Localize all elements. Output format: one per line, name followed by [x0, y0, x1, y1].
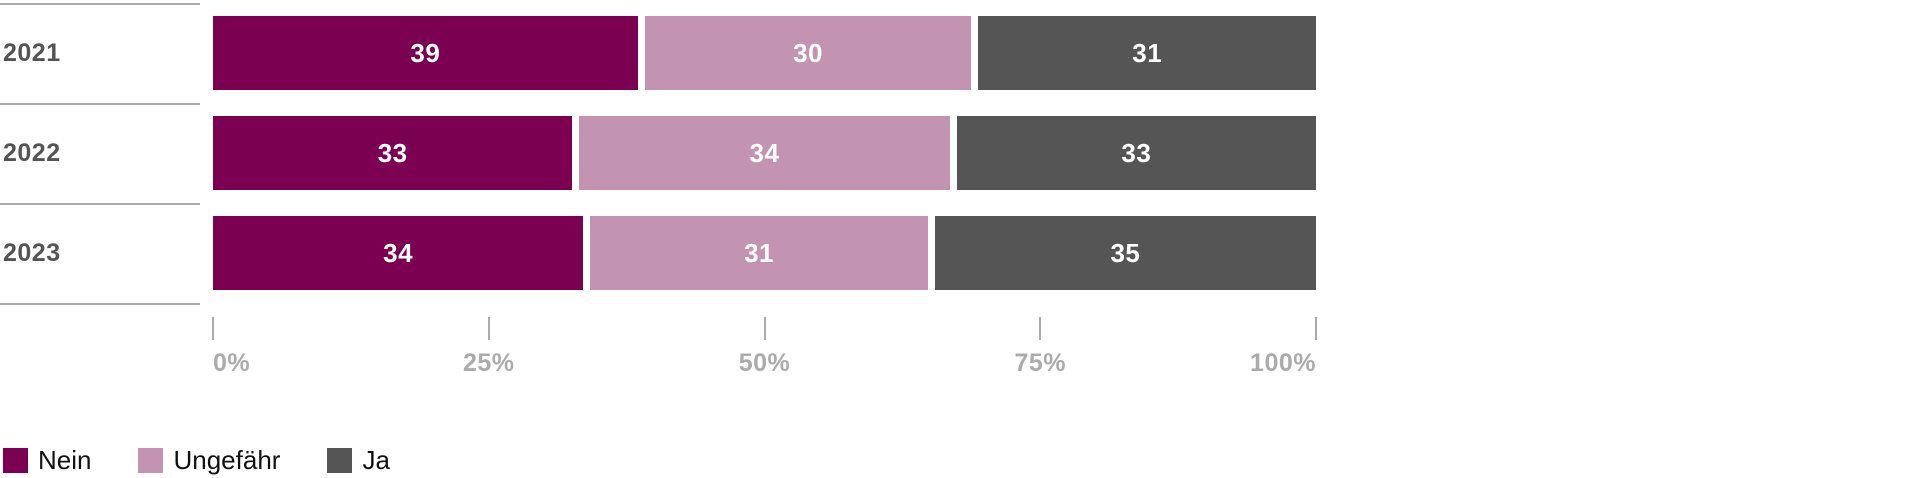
bar-segment-ungef-hr: 30	[644, 16, 972, 90]
bar-value-label: 33	[1121, 137, 1152, 168]
legend-swatch-ja	[327, 448, 353, 473]
legend-swatch-nein	[3, 448, 28, 473]
bar-value-label: 35	[1110, 237, 1141, 268]
bar-value-label: 31	[1132, 37, 1163, 68]
bar-value-label: 34	[383, 237, 414, 268]
bar-segment-nein: 33	[213, 116, 573, 190]
legend-item-nein: Nein	[3, 445, 91, 476]
bar-value-label: 34	[749, 137, 780, 168]
bar-segment-nein: 34	[213, 216, 584, 290]
legend: Nein Ungefähr Ja	[3, 445, 390, 476]
bar-track: 39 30 31	[213, 16, 1316, 90]
chart-row-2021: 2021 39 30 31	[0, 3, 1922, 103]
legend-swatch-ungef-hr	[138, 448, 164, 473]
bar-value-label: 33	[377, 137, 408, 168]
chart-row-2023: 2023 34 31 35	[0, 203, 1922, 303]
x-axis: 0% 25% 50% 75% 100%	[212, 305, 1317, 385]
bar-track: 33 34 33	[213, 116, 1317, 190]
x-tick-label: 25%	[462, 349, 515, 377]
legend-item-ungef-hr: Ungefähr	[138, 445, 280, 476]
bar-segment-ja: 33	[956, 116, 1317, 190]
category-label: 2022	[3, 138, 61, 167]
bar-segment-ja: 35	[934, 216, 1317, 290]
legend-label: Ungefähr	[173, 445, 281, 475]
x-tick-mark	[763, 317, 766, 340]
bar-value-label: 39	[410, 37, 441, 68]
bottom-separator-line	[0, 303, 200, 305]
bar-segment-ja: 31	[978, 16, 1316, 90]
x-tick-mark	[212, 317, 214, 340]
x-tick-label: 0%	[213, 349, 251, 377]
legend-item-ja: Ja	[327, 445, 390, 476]
row-label-cell: 2021	[0, 3, 213, 103]
row-label-cell: 2022	[0, 103, 213, 203]
category-label: 2023	[3, 238, 61, 267]
row-label-cell: 2023	[0, 203, 213, 303]
x-tick-mark	[1039, 317, 1042, 340]
legend-label: Ja	[362, 445, 390, 475]
legend-label: Nein	[38, 445, 92, 475]
chart-rows: 2021 39 30 31 2022 33 34 33 2023 34 31 35	[0, 3, 1922, 303]
bar-track: 34 31 35	[213, 216, 1317, 290]
bar-segment-nein: 39	[213, 16, 638, 90]
bar-value-label: 30	[793, 37, 824, 68]
x-tick-label: 100%	[1250, 349, 1316, 377]
x-tick-mark	[1315, 317, 1317, 340]
x-tick-mark	[487, 317, 490, 340]
bar-value-label: 31	[744, 237, 775, 268]
x-tick-label: 50%	[738, 349, 791, 377]
bar-segment-ungef-hr: 34	[579, 116, 950, 190]
x-tick-label: 75%	[1014, 349, 1067, 377]
chart-row-2022: 2022 33 34 33	[0, 103, 1922, 203]
bar-segment-ungef-hr: 31	[590, 216, 928, 290]
category-label: 2021	[3, 38, 61, 67]
